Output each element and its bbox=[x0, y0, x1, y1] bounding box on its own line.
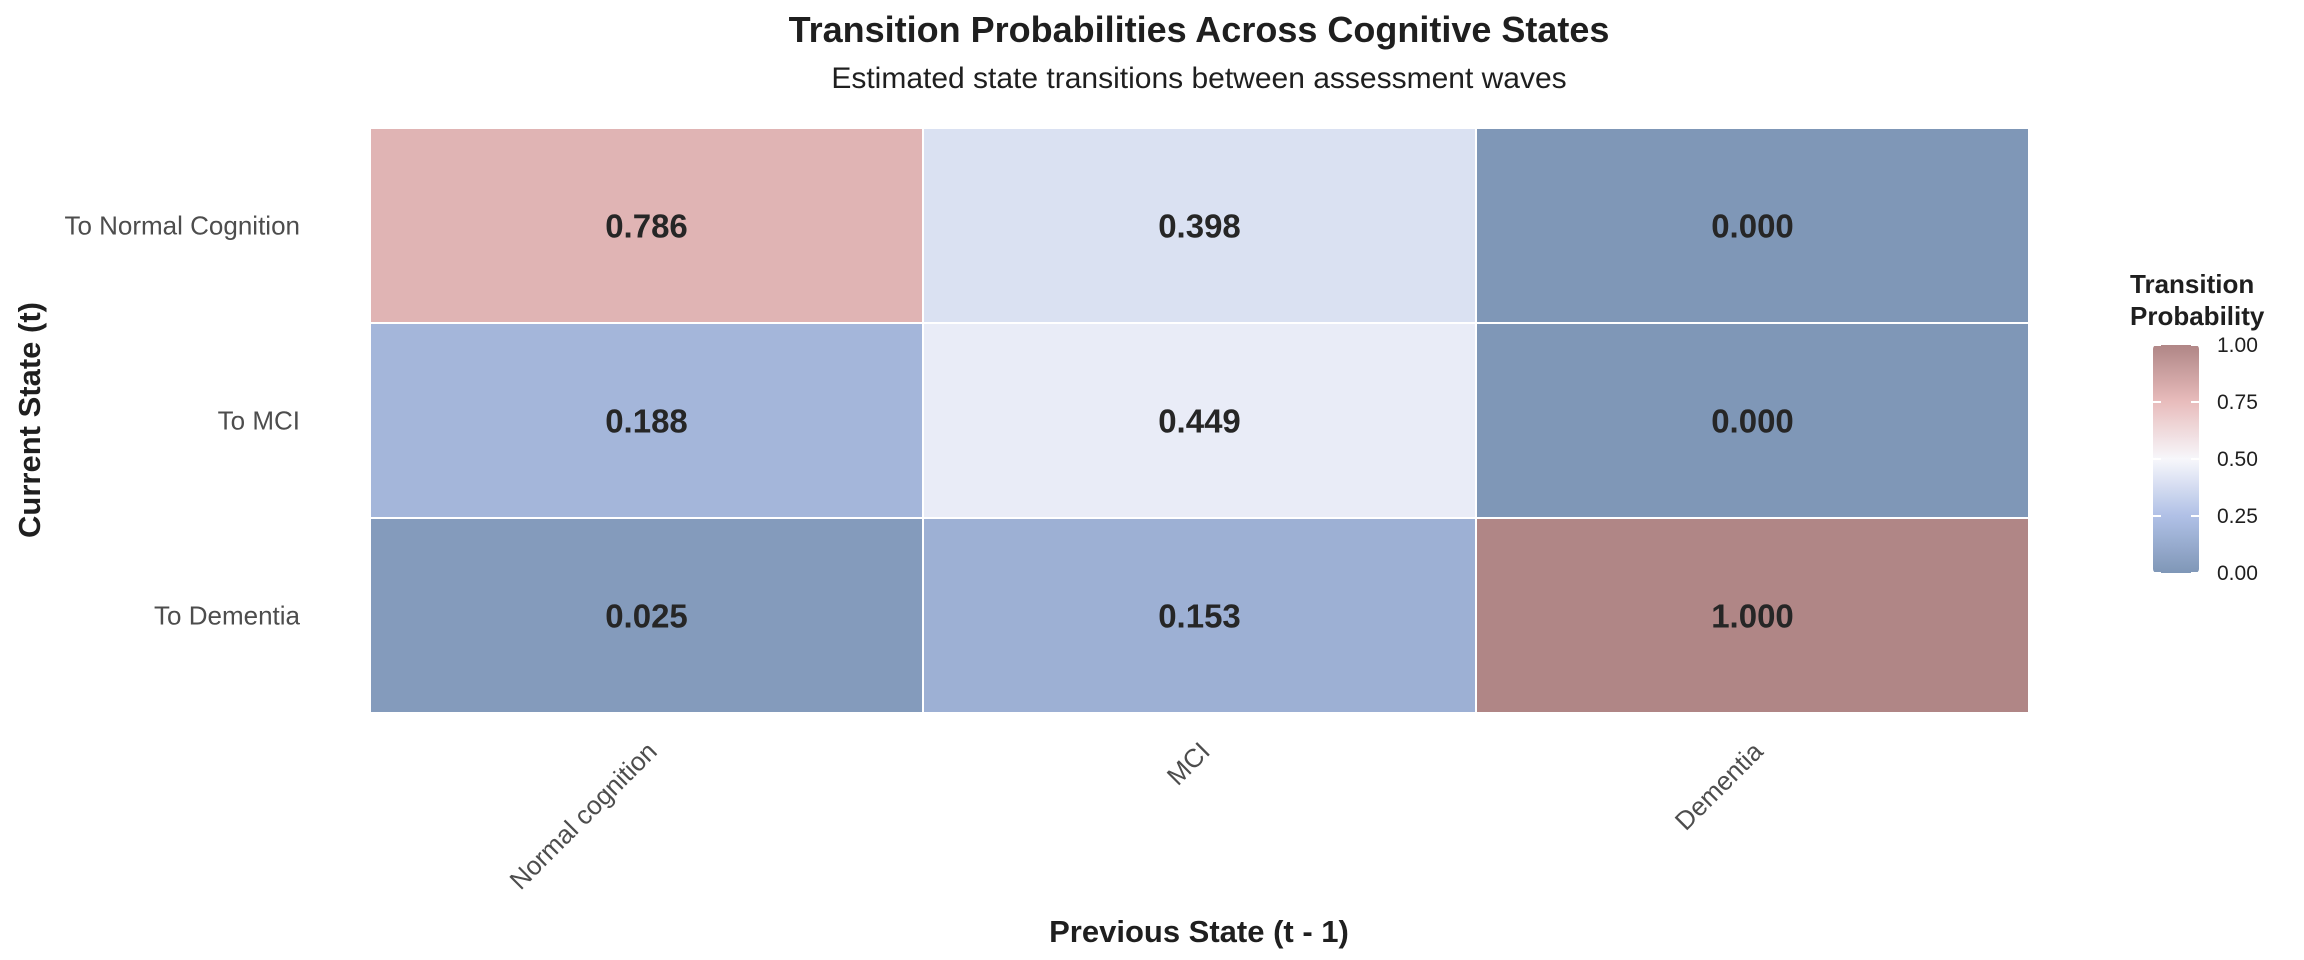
heatmap-cell bbox=[1475, 322, 2030, 519]
y-axis-label: Current State (t) bbox=[12, 302, 47, 538]
cell-value-label: 0.000 bbox=[1711, 208, 1794, 245]
chart-subtitle: Estimated state transitions between asse… bbox=[831, 62, 1566, 95]
legend-tick-label: 0.75 bbox=[2217, 391, 2258, 414]
y-axis-ticks: To Normal Cognition To MCI To Dementia bbox=[64, 211, 300, 631]
chart-title: Transition Probabilities Across Cognitiv… bbox=[789, 9, 1610, 50]
legend-tick-label: 0.50 bbox=[2217, 448, 2258, 471]
legend-color-bar bbox=[2153, 345, 2199, 573]
cell-value-label: 0.786 bbox=[605, 208, 688, 245]
heatmap-cell bbox=[369, 322, 924, 519]
cell-value-label: 0.188 bbox=[605, 403, 688, 440]
cell-value-label: 1.000 bbox=[1711, 598, 1794, 635]
legend-title-line: Transition bbox=[2130, 269, 2254, 299]
cell-value-label: 0.153 bbox=[1158, 598, 1241, 635]
heatmap-cell bbox=[369, 517, 924, 714]
heatmap-cell bbox=[1475, 127, 2030, 324]
cell-value-label: 0.000 bbox=[1711, 403, 1794, 440]
x-axis-label: Previous State (t - 1) bbox=[1049, 914, 1349, 949]
x-tick-normal-cognition: Normal cognition bbox=[504, 736, 663, 895]
legend-tick-label: 0.00 bbox=[2217, 562, 2258, 585]
heatmap-cell bbox=[369, 127, 924, 324]
heatmap-cell bbox=[922, 322, 1477, 519]
y-tick-to-mci: To MCI bbox=[218, 406, 300, 436]
legend-tick-label: 0.25 bbox=[2217, 505, 2258, 528]
y-tick-to-dementia: To Dementia bbox=[154, 601, 300, 631]
cell-value-label: 0.449 bbox=[1158, 403, 1241, 440]
x-tick-dementia: Dementia bbox=[1669, 736, 1769, 836]
cell-value-label: 0.025 bbox=[605, 598, 688, 635]
heatmap-cell bbox=[922, 127, 1477, 324]
heatmap-cell bbox=[922, 517, 1477, 714]
x-axis-ticks: Normal cognition MCI Dementia bbox=[504, 736, 1770, 896]
y-tick-to-normal-cognition: To Normal Cognition bbox=[64, 211, 300, 241]
legend-tick-label: 1.00 bbox=[2217, 334, 2258, 357]
cell-value-label: 0.398 bbox=[1158, 208, 1241, 245]
heatmap-cell bbox=[1475, 517, 2030, 714]
legend-title-line: Probability bbox=[2130, 301, 2265, 331]
x-tick-mci: MCI bbox=[1161, 736, 1216, 791]
heatmap-cells: 0.786 0.398 0.000 0.188 0.449 0.000 0.025 0.153… bbox=[369, 127, 2030, 714]
